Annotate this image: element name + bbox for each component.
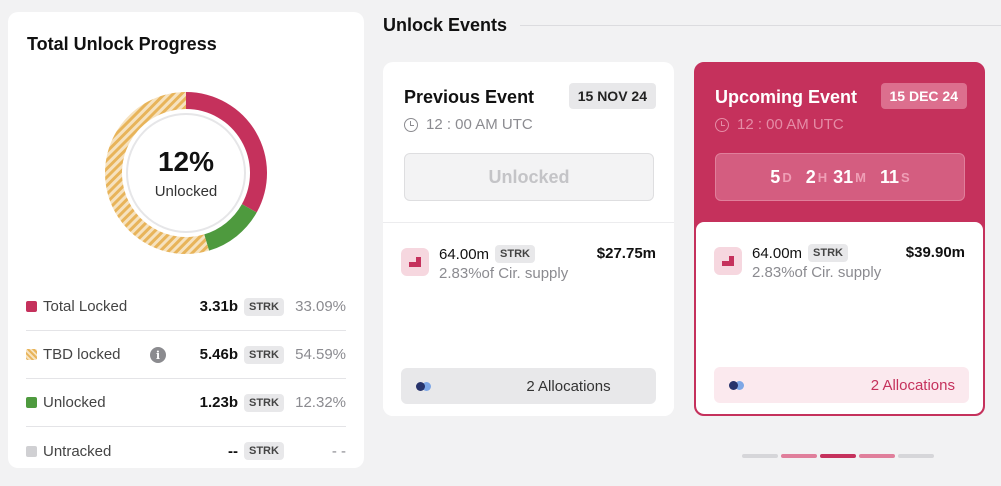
pager-dot[interactable]: [898, 454, 934, 458]
untracked-swatch: [26, 445, 37, 457]
legend-percent: - -: [331, 442, 346, 460]
donut-segment-tbd-locked: [105, 92, 210, 254]
event-title: Previous Event: [404, 87, 535, 107]
legend-row-total-locked: Total Locked 3.31b STRK 33.09%: [26, 283, 346, 331]
legend-label: TBD locked: [43, 346, 121, 363]
countdown-hours: 2: [805, 166, 816, 187]
unlock-amount: 64.00m STRK: [752, 244, 848, 262]
legend-label: Unlocked: [43, 394, 106, 411]
countdown-seconds-unit: S: [901, 169, 910, 185]
legend-percent: 54.59%: [295, 346, 346, 363]
donut-segment-total-locked: [186, 92, 267, 213]
countdown-seconds: 11: [879, 166, 900, 187]
event-time-text: 12 : 00 AM UTC: [426, 116, 533, 133]
allocations-button[interactable]: 2 Allocations: [401, 368, 656, 404]
legend-row-untracked: Untracked -- STRK - -: [26, 427, 346, 475]
unlock-amount: 64.00m STRK: [439, 245, 535, 263]
donut-segment-unlocked: [204, 204, 257, 251]
unlocked-percent: 12%: [157, 145, 215, 177]
event-title: Upcoming Event: [715, 87, 858, 107]
unlock-legend: Total Locked 3.31b STRK 33.09% TBD locke…: [26, 283, 346, 475]
legend-value: 5.46b: [199, 346, 238, 363]
event-time: 12 : 00 AM UTC: [715, 116, 844, 133]
unlocked-label: Unlocked: [154, 182, 218, 200]
allocations-button[interactable]: 2 Allocations: [714, 367, 969, 403]
event-body: 64.00m STRK $39.90m 2.83%of Cir. supply …: [696, 222, 983, 414]
section-title: Unlock Events: [383, 15, 508, 35]
legend-value: 3.31b: [199, 298, 238, 315]
strk-token-icon: [401, 248, 429, 276]
legend-value: --: [228, 442, 238, 460]
info-icon[interactable]: i: [150, 347, 166, 363]
circulating-supply: 2.83%of Cir. supply: [752, 264, 882, 281]
amount-value: 64.00m: [752, 244, 803, 262]
event-date-badge: 15 NOV 24: [568, 83, 656, 109]
donut-center: 12% Unlocked: [105, 92, 267, 254]
upcoming-event-card[interactable]: Upcoming Event 15 DEC 24 12 : 00 AM UTC …: [694, 62, 985, 416]
pager-dot[interactable]: [820, 454, 856, 458]
pager-dot[interactable]: [742, 454, 778, 458]
event-date-badge: 15 DEC 24: [880, 83, 967, 109]
token-badge: STRK: [808, 244, 848, 262]
event-time: 12 : 00 AM UTC: [404, 116, 533, 133]
event-header: Upcoming Event 15 DEC 24 12 : 00 AM UTC …: [696, 64, 983, 224]
usd-value: $39.90m: [905, 244, 965, 261]
event-body: 64.00m STRK $27.75m 2.83%of Cir. supply …: [383, 222, 674, 416]
allocations-label: 2 Allocations: [526, 377, 611, 395]
event-time-text: 12 : 00 AM UTC: [737, 116, 844, 133]
legend-percent: 33.09%: [295, 298, 346, 315]
card-title: Total Unlock Progress: [27, 34, 217, 54]
legend-value: 1.23b: [199, 394, 238, 411]
tbd-locked-swatch: [26, 349, 37, 360]
unlock-progress-card: Total Unlock Progress 12% Unlocked Total…: [8, 12, 364, 468]
legend-row-unlocked: Unlocked 1.23b STRK 12.32%: [26, 379, 346, 427]
allocations-label: 2 Allocations: [870, 376, 955, 394]
token-badge: STRK: [244, 345, 284, 364]
event-header: Previous Event 15 NOV 24 12 : 00 AM UTC …: [383, 62, 674, 222]
countdown-days-unit: D: [782, 169, 792, 185]
token-badge: STRK: [495, 245, 535, 263]
clock-icon: [715, 117, 729, 132]
donut-chart: [105, 92, 267, 254]
token-badge: STRK: [244, 442, 284, 460]
usd-value: $27.75m: [596, 245, 656, 262]
unlocked-status-box: Unlocked: [404, 153, 654, 201]
countdown-days: 5: [770, 166, 781, 187]
legend-label: Total Locked: [43, 298, 128, 315]
total-locked-swatch: [26, 301, 37, 312]
unlocked-swatch: [26, 397, 37, 408]
countdown-minutes-unit: M: [855, 169, 866, 185]
strk-token-icon: [714, 247, 742, 275]
pager-dot[interactable]: [781, 454, 817, 458]
legend-label: Untracked: [43, 442, 112, 460]
countdown-minutes: 31: [833, 166, 854, 187]
allocation-dots-icon: [729, 381, 749, 390]
legend-percent: 12.32%: [295, 394, 346, 411]
previous-event-card[interactable]: Previous Event 15 NOV 24 12 : 00 AM UTC …: [383, 62, 674, 416]
clock-icon: [404, 117, 418, 132]
legend-row-tbd-locked: TBD locked i 5.46b STRK 54.59%: [26, 331, 346, 379]
pager-dot[interactable]: [859, 454, 895, 458]
event-pager[interactable]: [742, 454, 934, 458]
circulating-supply: 2.83%of Cir. supply: [439, 265, 569, 282]
allocation-dots-icon: [416, 382, 436, 391]
token-badge: STRK: [244, 297, 284, 316]
section-divider: [520, 25, 1001, 26]
amount-value: 64.00m: [439, 245, 490, 263]
unlock-progress-donut: 12% Unlocked: [105, 92, 267, 254]
token-badge: STRK: [244, 393, 284, 412]
countdown-hours-unit: H: [817, 169, 828, 185]
